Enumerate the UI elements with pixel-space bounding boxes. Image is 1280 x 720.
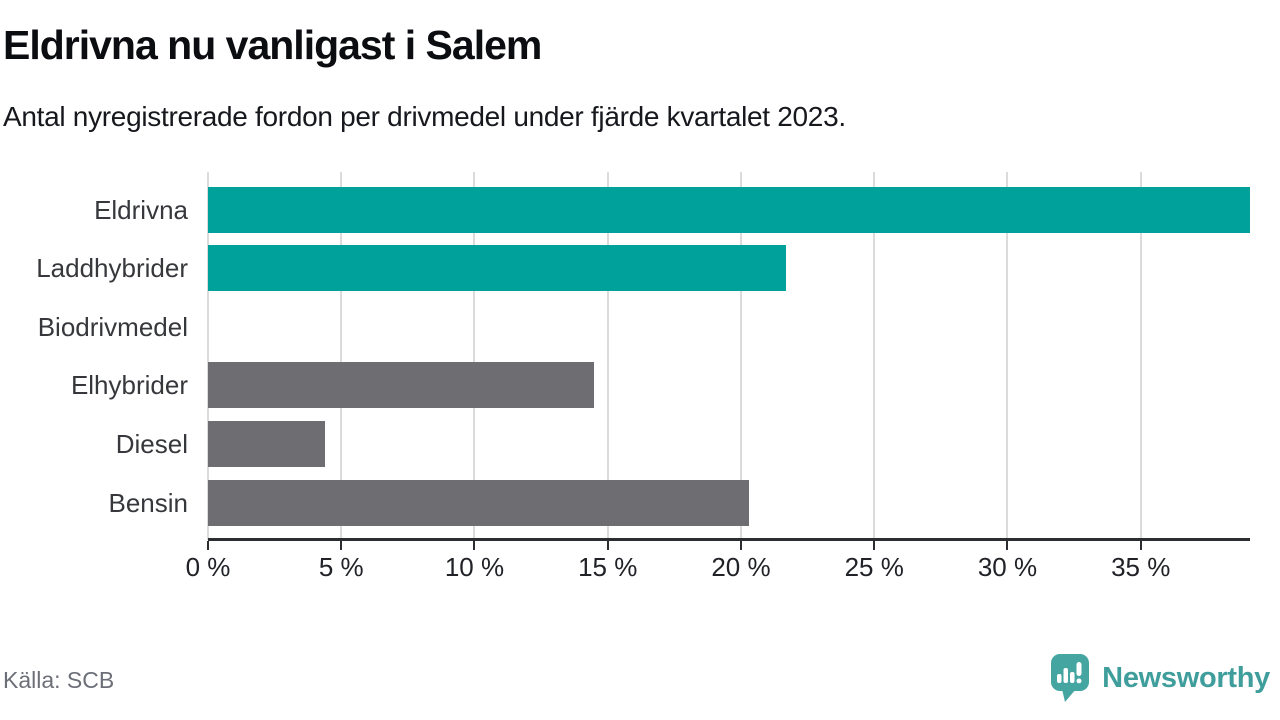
gridline-5 xyxy=(340,172,343,540)
x-tick-label-10: 10 % xyxy=(444,552,505,582)
gridline-0 xyxy=(207,172,209,540)
x-tick-label-20: 20 % xyxy=(711,552,771,582)
gridline-30 xyxy=(1006,172,1009,540)
category-label-diesel: Diesel xyxy=(115,429,188,459)
bar-diesel xyxy=(208,421,326,467)
x-tick-5 xyxy=(340,541,343,550)
x-tick-0 xyxy=(207,541,209,550)
x-tick-label-30: 30 % xyxy=(977,552,1038,582)
plot-area xyxy=(207,172,1250,540)
x-tick-35 xyxy=(1139,541,1142,550)
chart-title: Eldrivna nu vanligast i Salem xyxy=(3,22,542,68)
x-tick-10 xyxy=(473,541,476,550)
gridline-25 xyxy=(873,172,876,540)
source-note: Källa: SCB xyxy=(3,667,115,693)
category-label-elhybrider: Elhybrider xyxy=(70,370,188,400)
bar-laddhybrider xyxy=(208,245,787,291)
gridline-35 xyxy=(1139,172,1142,540)
x-tick-25 xyxy=(873,541,876,550)
category-label-bensin: Bensin xyxy=(108,488,189,518)
x-tick-label-5: 5 % xyxy=(318,552,364,582)
brand-logo: Newsworthy xyxy=(1050,653,1270,703)
x-tick-15 xyxy=(606,541,609,550)
x-tick-label-15: 15 % xyxy=(578,552,638,582)
x-axis: 0 % 5 % 10 % 15 % 20 % 25 % 30 % 35 % xyxy=(186,538,1250,598)
category-label-biodrivmedel: Biodrivmedel xyxy=(37,312,188,342)
category-label-laddhybrider: Laddhybrider xyxy=(36,253,188,283)
brand-wordmark: Newsworthy xyxy=(1102,661,1270,694)
x-tick-label-0: 0 % xyxy=(185,552,231,582)
bar-elhybrider xyxy=(208,362,595,408)
category-label-eldrivna: Eldrivna xyxy=(94,195,188,225)
chart-subtitle: Antal nyregistrerade fordon per drivmede… xyxy=(3,101,846,132)
bar-chart-speech-bubble-icon xyxy=(1051,654,1090,702)
y-axis-category-labels: Eldrivna Laddhybrider Biodrivmedel Elhybrid… xyxy=(0,172,188,540)
x-tick-label-25: 25 % xyxy=(844,552,904,582)
x-axis-line xyxy=(208,538,1250,541)
gridline-10 xyxy=(473,172,476,540)
x-tick-30 xyxy=(1006,541,1009,550)
x-tick-label-35: 35 % xyxy=(1111,552,1171,582)
bar-bensin xyxy=(208,480,749,526)
gridline-15 xyxy=(606,172,609,540)
x-tick-20 xyxy=(739,541,742,550)
bar-eldrivna xyxy=(208,187,1250,233)
gridline-20 xyxy=(739,172,742,540)
